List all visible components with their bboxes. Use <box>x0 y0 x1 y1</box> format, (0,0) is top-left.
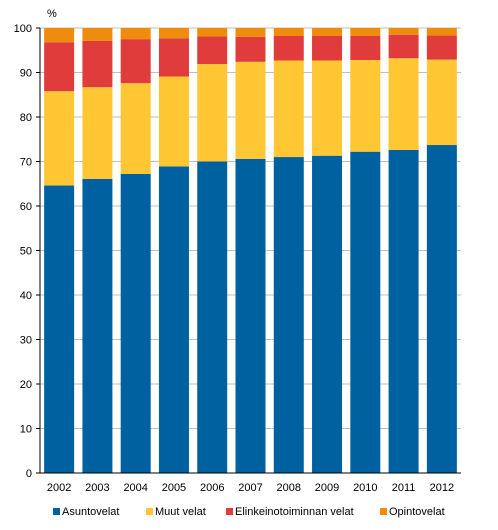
x-tick-label: 2004 <box>123 482 147 494</box>
bar-segment <box>235 158 266 473</box>
x-tick-label: 2010 <box>353 482 377 494</box>
y-tick-label: 0 <box>26 468 32 480</box>
bar-segment <box>388 149 419 473</box>
bar-segment <box>350 28 381 37</box>
legend-swatch <box>226 508 233 515</box>
bar-segment <box>273 28 304 37</box>
y-tick-label: 30 <box>20 335 32 347</box>
y-unit-label: % <box>47 8 57 20</box>
bar-segment <box>197 161 228 473</box>
y-tick-label: 70 <box>20 157 32 169</box>
bar-segment <box>273 36 304 61</box>
bar-segment <box>235 36 266 62</box>
bar-segment <box>197 28 228 37</box>
x-tick-label: 2002 <box>47 482 71 494</box>
bar-segment <box>82 87 113 179</box>
bar-segment <box>158 38 189 77</box>
bar-segment <box>235 61 266 159</box>
bar-segment <box>426 35 457 60</box>
bar-segment <box>312 155 343 473</box>
x-tick-label: 2005 <box>162 482 186 494</box>
x-tick-label: 2011 <box>392 482 416 494</box>
bar-segment <box>273 157 304 474</box>
bar-segment <box>350 151 381 473</box>
x-tick-label: 2006 <box>200 482 224 494</box>
bar-segment <box>312 36 343 61</box>
y-tick-label: 80 <box>20 112 32 124</box>
legend-label: Opintovelat <box>389 506 445 518</box>
bar-segment <box>82 28 113 41</box>
legend-label: Asuntovelat <box>62 506 119 518</box>
bar-segment <box>350 36 381 61</box>
bar-segment <box>388 28 419 35</box>
legend-label: Muut velat <box>155 506 206 518</box>
bar-segment <box>120 28 151 40</box>
bar-segment <box>235 28 266 37</box>
x-tick-label: 2012 <box>430 482 454 494</box>
bar-segment <box>44 28 75 43</box>
bar-segment <box>273 60 304 158</box>
legend-swatch <box>380 508 387 515</box>
bar-segment <box>426 28 457 36</box>
legend-label: Elinkeinotoiminnan velat <box>235 506 354 518</box>
bar-segment <box>158 28 189 39</box>
bar-segment <box>82 178 113 474</box>
bar-segment <box>388 58 419 150</box>
x-tick-label: 2008 <box>277 482 301 494</box>
bar-segment <box>312 28 343 37</box>
x-tick-label: 2007 <box>238 482 262 494</box>
x-tick-label: 2003 <box>85 482 109 494</box>
y-tick-label: 90 <box>20 68 32 80</box>
axes: 0 10 20 30 40 50 60 70 80 90 100 2002 2003 2004 2005 20… <box>14 23 461 494</box>
y-tick-label: 40 <box>20 290 32 302</box>
bar-segment <box>312 60 343 156</box>
bar-segment <box>197 64 228 162</box>
bar-segment <box>158 166 189 473</box>
bar-segment <box>44 42 75 92</box>
legend-swatch <box>146 508 153 515</box>
bar-segment <box>350 60 381 152</box>
bar-segment <box>388 34 419 59</box>
bar-segment <box>197 36 228 65</box>
bar-segment <box>158 76 189 167</box>
bar-segment <box>426 145 457 473</box>
y-tick-label: 100 <box>14 23 32 35</box>
bar-segment <box>120 83 151 174</box>
y-tick-label: 20 <box>20 379 32 391</box>
bar-segment <box>82 40 113 88</box>
bar-segment <box>426 59 457 146</box>
bars <box>44 28 457 474</box>
y-tick-label: 10 <box>20 424 32 436</box>
x-tick-label: 2009 <box>315 482 339 494</box>
bar-segment <box>120 39 151 84</box>
legend: Asuntovelat Muut velat Elinkeinotoiminnan … <box>53 506 445 518</box>
legend-swatch <box>53 508 60 515</box>
y-tick-label: 60 <box>20 201 32 213</box>
bar-segment <box>120 173 151 473</box>
y-tick-label: 50 <box>20 246 32 258</box>
bar-segment <box>44 91 75 186</box>
bar-segment <box>44 185 75 473</box>
